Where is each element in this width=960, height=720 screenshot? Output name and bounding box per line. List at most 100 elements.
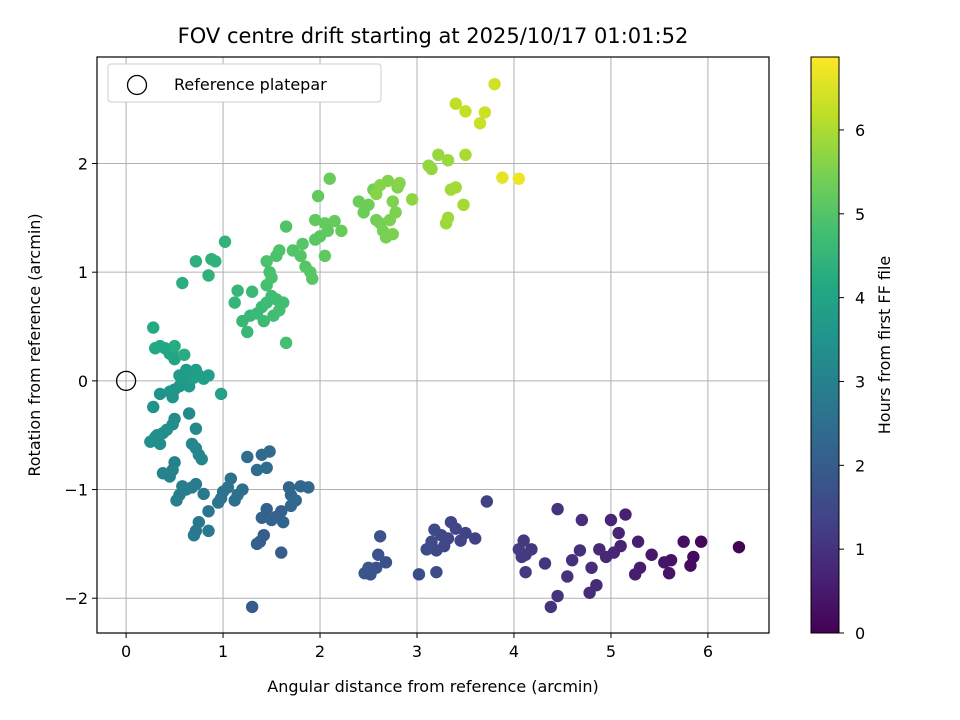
data-point [294, 249, 307, 263]
data-point [276, 296, 290, 309]
colorbar-gradient [810, 56, 840, 634]
data-point [260, 255, 273, 268]
y-tick-label: 2 [78, 155, 88, 174]
data-point [228, 296, 241, 309]
data-point [631, 535, 645, 548]
data-point [386, 195, 399, 208]
data-point [156, 467, 170, 480]
data-point [170, 494, 183, 507]
data-point [496, 171, 509, 184]
data-point [575, 513, 589, 527]
data-point [551, 502, 564, 516]
data-point [189, 422, 203, 435]
data-point [662, 567, 676, 580]
data-point [144, 435, 157, 448]
x-tick-label: 0 [121, 642, 131, 661]
data-point [612, 526, 625, 540]
colorbar-ticks: 0 1 2 3 4 5 6 [839, 121, 865, 643]
legend: Reference platepar [107, 63, 382, 103]
data-point [519, 565, 532, 579]
data-point [202, 505, 215, 518]
colorbar-tick-label: 1 [855, 540, 865, 559]
data-point [185, 437, 199, 451]
colorbar-tick-label: 0 [855, 624, 865, 643]
data-point [245, 600, 259, 614]
colorbar-tick-label: 6 [855, 121, 865, 140]
y-tick-label: 1 [78, 263, 88, 282]
data-point [373, 530, 387, 543]
data-point [593, 543, 606, 556]
data-point [202, 269, 215, 282]
data-point [231, 284, 244, 297]
data-point [218, 235, 232, 248]
data-point [512, 543, 526, 556]
data-point [335, 224, 348, 238]
data-point [619, 508, 632, 521]
data-point [153, 387, 167, 401]
data-point [182, 407, 196, 420]
x-axis-ticks: 0 1 2 3 4 5 6 [121, 633, 713, 661]
data-point [228, 494, 241, 507]
data-point [561, 570, 574, 583]
data-point [628, 568, 642, 581]
colorbar-tick-label: 3 [855, 372, 865, 391]
data-point [604, 513, 618, 527]
y-axis-label: Rotation from reference (arcmin) [25, 213, 44, 476]
data-point [454, 534, 467, 547]
data-point [551, 589, 564, 603]
x-tick-label: 1 [218, 642, 228, 661]
data-point [241, 450, 254, 464]
data-point [168, 339, 181, 353]
colorbar-tick-label: 4 [855, 289, 865, 308]
data-point [480, 495, 494, 508]
data-point [444, 515, 458, 529]
x-tick-label: 6 [703, 642, 713, 661]
data-point [573, 544, 587, 557]
data-point [308, 213, 322, 227]
data-point [187, 528, 201, 542]
data-point [178, 348, 191, 361]
data-point [459, 148, 472, 162]
colorbar-tick-label: 5 [855, 205, 865, 224]
data-point [275, 546, 288, 559]
plot-frame [96, 56, 770, 634]
data-point [386, 227, 399, 241]
data-point [457, 198, 470, 212]
data-point [677, 535, 690, 548]
y-tick-label: −2 [64, 589, 88, 608]
data-point [265, 513, 278, 527]
data-point [358, 567, 371, 580]
data-point [468, 532, 482, 545]
data-point [214, 387, 228, 401]
x-axis-label: Angular distance from reference (arcmin) [267, 677, 598, 696]
data-point [389, 206, 402, 219]
data-point [260, 461, 273, 475]
data-point [202, 524, 215, 538]
data-point [260, 502, 273, 516]
data-point [306, 272, 319, 285]
data-point [449, 181, 462, 194]
data-points [144, 77, 746, 614]
data-point [180, 363, 193, 377]
data-point [148, 342, 162, 355]
data-point [658, 556, 671, 569]
data-point [538, 557, 552, 570]
data-point [430, 565, 443, 579]
data-point [275, 505, 288, 518]
data-point [473, 117, 487, 130]
data-point [328, 214, 341, 228]
legend-box [107, 63, 382, 103]
data-point [245, 285, 259, 298]
data-point [565, 553, 579, 567]
data-point [732, 540, 746, 554]
legend-entry-reference: Reference platepar [174, 75, 327, 94]
data-point [147, 400, 160, 414]
reference-platepar-marker [115, 370, 137, 392]
legend-marker [126, 74, 148, 96]
data-point [684, 559, 697, 572]
data-point [459, 105, 472, 118]
data-point [362, 198, 375, 212]
data-point [441, 154, 455, 167]
data-point [311, 189, 325, 203]
x-tick-label: 3 [412, 642, 422, 661]
